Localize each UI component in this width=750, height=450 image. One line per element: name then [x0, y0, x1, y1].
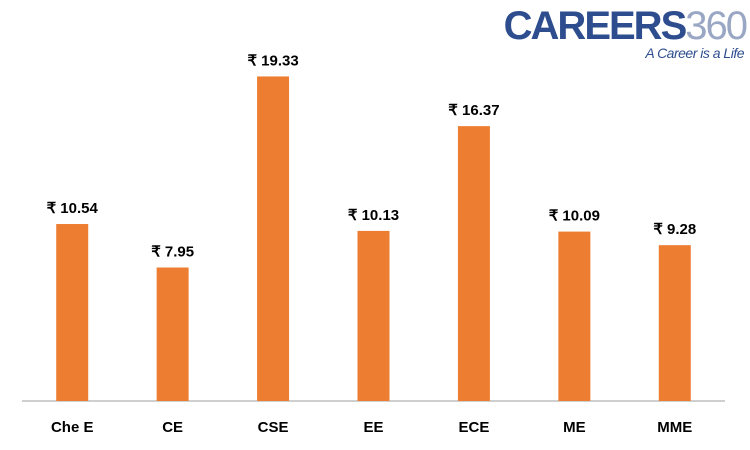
x-tick-label: Che E	[51, 419, 94, 436]
x-tick-label: MME	[657, 419, 692, 436]
x-tick-label: CSE	[258, 419, 289, 436]
bar-cse	[257, 76, 290, 401]
bar-ece	[457, 126, 490, 401]
x-tick-label: CE	[162, 419, 183, 436]
x-tick-label: EE	[363, 419, 383, 436]
data-label: ₹ 16.37	[448, 102, 499, 119]
x-tick-label: ECE	[459, 419, 490, 436]
logo-word: CAREERS	[503, 4, 688, 48]
bar-ce	[156, 267, 189, 401]
bar-me	[558, 231, 591, 401]
data-label: ₹ 9.28	[653, 221, 696, 238]
bar-ee	[357, 230, 390, 401]
data-label: ₹ 10.54	[47, 200, 99, 217]
data-label: ₹ 10.13	[348, 207, 399, 224]
logo-number: 360	[685, 4, 748, 48]
x-tick-label: ME	[563, 419, 586, 436]
data-label: ₹ 7.95	[151, 244, 194, 261]
logo-wordmark: CAREERS360	[503, 4, 748, 48]
data-label: ₹ 19.33	[247, 52, 298, 69]
careers360-logo: CAREERS360 A Career is a Life	[503, 4, 748, 61]
logo-tagline: A Career is a Life	[645, 45, 744, 61]
data-label: ₹ 10.09	[549, 208, 600, 225]
bar-che-e	[56, 224, 89, 401]
bar-mme	[658, 245, 691, 401]
